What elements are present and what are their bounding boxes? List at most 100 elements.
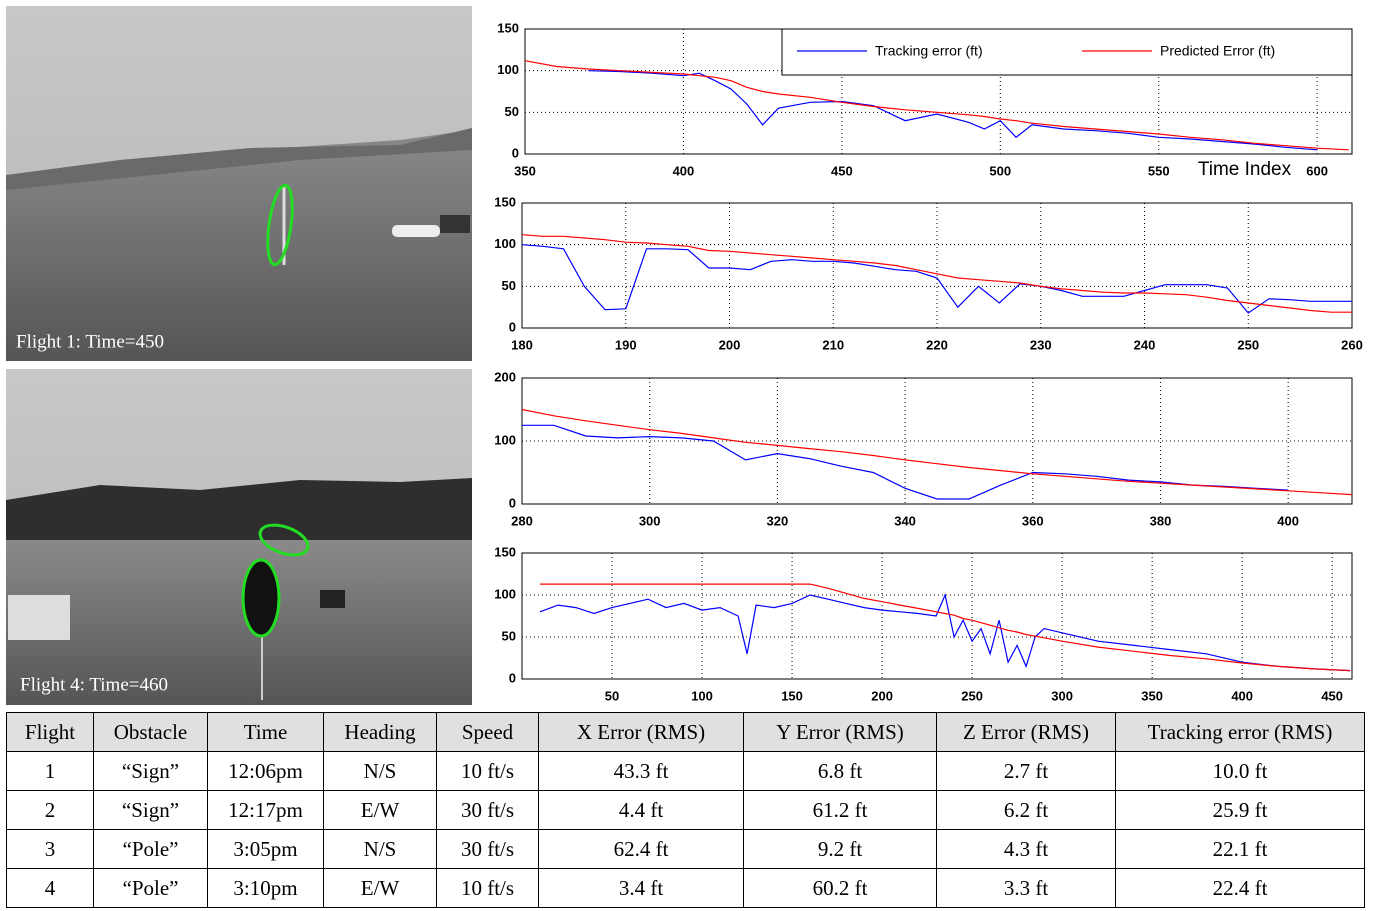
table-cell: “Sign” bbox=[93, 790, 208, 830]
header-cell: Speed bbox=[436, 712, 539, 752]
table-cell: 9.2 ft bbox=[743, 829, 937, 869]
y-tick-label: 200 bbox=[494, 369, 516, 384]
x-tick-label: 320 bbox=[767, 513, 789, 528]
x-tick-label: 340 bbox=[894, 513, 916, 528]
x-tick-label: 600 bbox=[1306, 163, 1328, 178]
table-cell: E/W bbox=[323, 868, 437, 908]
x-tick-label: 400 bbox=[1231, 688, 1253, 703]
table-row: 4 “Pole” 3:10pm E/W 10 ft/s 3.4 ft 60.2 ft 3.3 … bbox=[6, 868, 1365, 908]
header-cell: X Error (RMS) bbox=[538, 712, 744, 752]
series-line bbox=[524, 60, 1349, 151]
table-row: 2 “Sign” 12:17pm E/W 30 ft/s 4.4 ft 61.2 ft 6.2… bbox=[6, 790, 1365, 830]
header-cell: Y Error (RMS) bbox=[743, 712, 937, 752]
y-tick-label: 0 bbox=[509, 319, 516, 334]
header-cell: Tracking error (RMS) bbox=[1115, 712, 1365, 752]
table-cell: 6.2 ft bbox=[936, 790, 1116, 830]
series-line bbox=[521, 234, 1352, 313]
x-tick-label: 500 bbox=[989, 163, 1011, 178]
table-cell: 3.3 ft bbox=[936, 868, 1116, 908]
table-cell: N/S bbox=[323, 751, 437, 791]
y-tick-label: 50 bbox=[502, 278, 516, 293]
x-tick-label: 240 bbox=[1134, 337, 1156, 352]
series-line bbox=[539, 593, 1351, 672]
table-cell: 25.9 ft bbox=[1115, 790, 1365, 830]
x-tick-label: 300 bbox=[639, 513, 661, 528]
x-tick-label: 220 bbox=[926, 337, 948, 352]
table-header: Flight Obstacle Time Heading Speed X Error (R… bbox=[6, 712, 1365, 752]
x-tick-label: 200 bbox=[719, 337, 741, 352]
x-tick-label: 230 bbox=[1030, 337, 1052, 352]
photo-caption: Flight 4: Time=460 bbox=[20, 674, 168, 695]
photos: Flight 1: Time=450 Flight 4: Time=460 bbox=[6, 6, 472, 705]
table-cell: 3 bbox=[6, 829, 94, 869]
x-tick-label: 450 bbox=[831, 163, 853, 178]
series-line bbox=[522, 424, 1289, 500]
header-cell: Obstacle bbox=[93, 712, 208, 752]
y-tick-label: 0 bbox=[509, 670, 516, 685]
y-tick-label: 50 bbox=[502, 628, 516, 643]
header-cell: Time bbox=[207, 712, 324, 752]
legend-box bbox=[781, 28, 1353, 76]
y-tick-label: 100 bbox=[494, 236, 516, 251]
table-cell: 4.3 ft bbox=[936, 829, 1116, 869]
series-line bbox=[540, 583, 1351, 672]
y-tick-label: 100 bbox=[497, 62, 519, 77]
x-tick-label: 380 bbox=[1150, 513, 1172, 528]
series-line bbox=[521, 244, 1352, 314]
x-tick-label: 360 bbox=[1022, 513, 1044, 528]
table-cell: 12:17pm bbox=[207, 790, 324, 830]
x-tick-label: 180 bbox=[511, 337, 533, 352]
table-cell: “Pole” bbox=[93, 829, 208, 869]
photo: Flight 1: Time=450 bbox=[6, 6, 472, 361]
table-cell: 22.4 ft bbox=[1115, 868, 1365, 908]
series-line bbox=[588, 70, 1318, 151]
x-axis-label: Time Index bbox=[1198, 159, 1292, 180]
x-tick-label: 250 bbox=[1237, 337, 1259, 352]
table-cell: 10 ft/s bbox=[436, 868, 539, 908]
table-cell: 3.4 ft bbox=[538, 868, 744, 908]
photo-caption: Flight 1: Time=450 bbox=[16, 331, 164, 352]
table-cell: 61.2 ft bbox=[743, 790, 937, 830]
y-tick-label: 100 bbox=[494, 432, 516, 447]
y-tick-label: 100 bbox=[494, 586, 516, 601]
x-tick-label: 250 bbox=[961, 688, 983, 703]
y-tick-label: 0 bbox=[512, 145, 519, 160]
table-cell: 1 bbox=[6, 751, 94, 791]
table-cell: 30 ft/s bbox=[436, 790, 539, 830]
table-cell: 6.8 ft bbox=[743, 751, 937, 791]
x-tick-label: 190 bbox=[615, 337, 637, 352]
plot-frame bbox=[521, 377, 1353, 505]
x-tick-label: 400 bbox=[1277, 513, 1299, 528]
header-cell: Z Error (RMS) bbox=[936, 712, 1116, 752]
header-cell: Flight bbox=[6, 712, 94, 752]
header-cell: Heading bbox=[323, 712, 437, 752]
results-table: Flight Obstacle Time Heading Speed X Error (R… bbox=[6, 712, 1365, 908]
table-cell: 4.4 ft bbox=[538, 790, 744, 830]
legend-label: Predicted Error (ft) bbox=[1160, 43, 1275, 59]
x-tick-label: 100 bbox=[691, 688, 713, 703]
table-cell: 3:05pm bbox=[207, 829, 324, 869]
table-cell: 43.3 ft bbox=[538, 751, 744, 791]
y-tick-label: 150 bbox=[494, 544, 516, 559]
y-tick-label: 50 bbox=[505, 104, 519, 119]
plot-frame bbox=[521, 202, 1353, 329]
table-cell: N/S bbox=[323, 829, 437, 869]
photo: Flight 4: Time=460 bbox=[6, 369, 472, 705]
table-cell: “Sign” bbox=[93, 751, 208, 791]
table-row: 3 “Pole” 3:05pm N/S 30 ft/s 62.4 ft 9.2 ft 4.3 … bbox=[6, 829, 1365, 869]
table-cell: E/W bbox=[323, 790, 437, 830]
y-tick-label: 150 bbox=[494, 194, 516, 209]
table-row: 1 “Sign” 12:06pm N/S 10 ft/s 43.3 ft 6.8 ft 2.7… bbox=[6, 751, 1365, 791]
x-tick-label: 550 bbox=[1148, 163, 1170, 178]
table-cell: 10.0 ft bbox=[1115, 751, 1365, 791]
table-cell: 22.1 ft bbox=[1115, 829, 1365, 869]
x-tick-label: 350 bbox=[1141, 688, 1163, 703]
x-tick-label: 150 bbox=[781, 688, 803, 703]
x-tick-label: 450 bbox=[1321, 688, 1343, 703]
table-cell: “Pole” bbox=[93, 868, 208, 908]
table-cell: 10 ft/s bbox=[436, 751, 539, 791]
table-cell: 4 bbox=[6, 868, 94, 908]
y-tick-label: 0 bbox=[509, 495, 516, 510]
table-cell: 2.7 ft bbox=[936, 751, 1116, 791]
